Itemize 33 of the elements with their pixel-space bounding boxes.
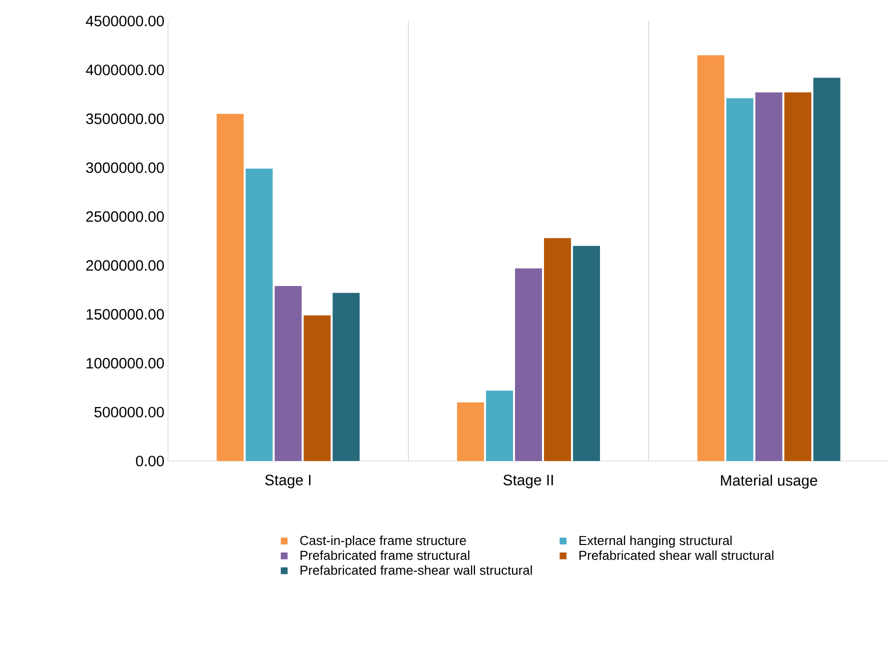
bar [304, 315, 331, 462]
bar [697, 55, 724, 462]
y-tick-label: 1500000.00 [86, 309, 164, 320]
legend-label: Cast-in-place frame structure [300, 536, 466, 548]
y-tick-label: 4500000.00 [86, 16, 164, 26]
bar [486, 390, 514, 462]
bar [572, 246, 600, 462]
bar [784, 92, 812, 462]
y-tick-label: 1000000.00 [86, 358, 164, 369]
bar [544, 238, 571, 462]
x-tick-label: Stage II [503, 474, 553, 488]
bar [274, 286, 302, 462]
legend-label: External hanging structural [579, 536, 732, 548]
bar [457, 402, 484, 462]
y-tick-label: 500000.00 [94, 406, 164, 418]
legend-label: Prefabricated frame structural [300, 550, 470, 560]
legend-label: Prefabricated frame-shear wall structural [300, 565, 532, 575]
bar [726, 98, 754, 462]
x-tick-label: Material usage [721, 474, 818, 489]
y-tick-label: 2000000.00 [86, 260, 164, 271]
bar [755, 92, 782, 462]
bar [515, 268, 542, 462]
bar [332, 292, 360, 462]
legend-label: Prefabricated shear wall structural [579, 550, 774, 560]
bar [216, 114, 244, 462]
bar [246, 168, 273, 462]
x-tick-label: Stage I [265, 474, 310, 488]
y-tick-label: 4000000.00 [86, 64, 164, 76]
y-tick-label: 3500000.00 [86, 113, 164, 124]
bar [813, 78, 840, 462]
y-tick-label: 3000000.00 [86, 162, 164, 173]
y-tick-label: 0.00 [136, 456, 164, 466]
y-tick-label: 2500000.00 [86, 211, 164, 222]
